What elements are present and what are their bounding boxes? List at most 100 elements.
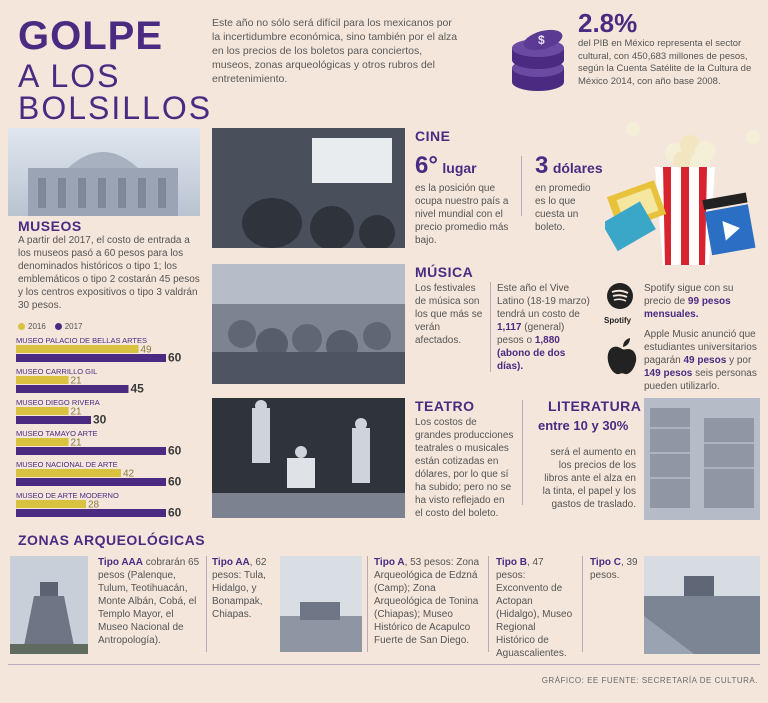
- zona-aa-label: Tipo AA: [212, 557, 250, 568]
- footer-source: GRÁFICO: EE FUENTE: SECRETARÍA DE CULTUR…: [541, 676, 758, 685]
- bar-2017: [16, 478, 166, 486]
- cine-stat2-big: 3: [535, 152, 549, 179]
- bar-2016: [16, 407, 69, 415]
- vive-latino-mid: (general) pesos o: [497, 322, 565, 346]
- divider: [582, 556, 583, 652]
- divider: [488, 556, 489, 652]
- bar-2017: [16, 385, 129, 393]
- zona-aaa-label: Tipo AAA: [98, 557, 143, 568]
- zona-aaa: Tipo AAA cobrarán 65 pesos (Palenque, Tu…: [98, 556, 200, 647]
- theater-photo: [212, 398, 405, 518]
- bar-2016: [16, 469, 121, 477]
- cine-stat2-small: dólares: [552, 160, 603, 176]
- bar-2017: [16, 447, 166, 455]
- museum-photo: [8, 128, 200, 216]
- literatura-range: entre 10 y 30%: [538, 418, 629, 433]
- vive-latino-text: Este año el Vive Latino (18-19 marzo) te…: [497, 282, 592, 373]
- divider: [206, 556, 207, 652]
- apple-pre: Apple Music anunció que estudiantes univ…: [644, 329, 757, 366]
- bar-category-label: MUSEO DE ARTE MODERNO: [16, 491, 119, 500]
- zona-aaa-text: cobrarán 65 pesos (Palenque, Tulum, Teot…: [98, 557, 200, 646]
- title-line-2: A LOS: [18, 58, 121, 94]
- musica-title: MÚSICA: [415, 264, 474, 280]
- bar-value-label: 21: [71, 407, 83, 418]
- literatura-text: será el aumento en los precios de los li…: [542, 447, 636, 510]
- bar-value-label: 42: [123, 469, 135, 480]
- zona-b: Tipo B, 47 pesos: Exconvento de Actopan …: [496, 556, 574, 660]
- bar-category-label: MUSEO DIEGO RIVERA: [16, 398, 100, 407]
- legend-dot-2017: [54, 323, 62, 331]
- teatro-title: TEATRO: [415, 398, 475, 414]
- zona-b-text: , 47 pesos: Exconvento de Actopan (Hidal…: [496, 557, 573, 659]
- zona-c-text: , 39 pesos.: [590, 557, 638, 581]
- svg-text:$: $: [538, 33, 545, 47]
- coins-icon: $: [512, 29, 564, 91]
- bar-category-label: MUSEO CARRILLO GIL: [16, 367, 97, 376]
- intro-text: Este año no sólo será difícil para los m…: [212, 17, 458, 85]
- cine-stat1: 6° lugar: [415, 152, 477, 180]
- zonas-title: ZONAS ARQUEOLÓGICAS: [18, 532, 206, 548]
- divider: [490, 282, 491, 372]
- divider: [367, 556, 368, 652]
- legend-2016: 2016: [28, 322, 46, 331]
- apple-mid: y por: [729, 355, 752, 366]
- teatro-text: Los costos de grandes producciones teatr…: [415, 417, 514, 519]
- bar-2017: [16, 509, 166, 517]
- zona-b-label: Tipo B: [496, 557, 527, 568]
- bar-2016: [16, 500, 86, 508]
- bar-2016: [16, 345, 139, 353]
- bar-value-label: 49: [141, 345, 153, 356]
- zona-aa: Tipo AA, 62 pesos: Tula, Hidalgo, y Bona…: [212, 556, 274, 621]
- zona-a-text: , 53 pesos: Zona Arqueológica de Edzná (…: [374, 557, 480, 646]
- pib-text: del PIB en México representa el sector c…: [578, 38, 752, 87]
- vive-latino-general: 1,117: [497, 322, 522, 333]
- cine-stat1-text: es la posición que ocupa nuestro país a …: [415, 183, 509, 246]
- spotify-logo-text: Spotify: [604, 316, 632, 325]
- divider: [521, 156, 522, 216]
- bar-2017: [16, 416, 91, 424]
- musica-text: Los festivales de música son los que más…: [415, 283, 483, 346]
- bar-value-label: 28: [88, 500, 100, 511]
- bar-value-label: 30: [93, 413, 107, 427]
- spotify-text: Spotify sigue con su precio de 99 pesos …: [644, 282, 762, 321]
- bar-value-label: 60: [168, 506, 182, 520]
- literatura-title: LITERATURA: [548, 398, 642, 414]
- divider: [522, 400, 523, 505]
- pyramid-photo: [10, 556, 88, 654]
- apple-price-1: 49 pesos: [683, 355, 727, 366]
- bar-2016: [16, 438, 69, 446]
- concert-photo: [212, 264, 405, 384]
- ruins-photo: [280, 556, 362, 652]
- bar-value-label: 60: [168, 475, 182, 489]
- popcorn-icon: [605, 122, 760, 265]
- apple-music-text: Apple Music anunció que estudiantes univ…: [644, 328, 762, 393]
- cinema-photo: [212, 128, 405, 251]
- bar-value-label: 21: [71, 438, 83, 449]
- bar-value-label: 45: [131, 382, 145, 396]
- bar-value-label: 21: [71, 376, 83, 387]
- bar-2017: [16, 354, 166, 362]
- cine-stat1-big: 6°: [415, 152, 438, 179]
- cine-title: CINE: [415, 128, 451, 144]
- cine-stat2: 3 dólares: [535, 152, 603, 180]
- museos-text: A partir del 2017, el costo de entrada a…: [18, 235, 200, 311]
- zona-a-label: Tipo A: [374, 557, 405, 568]
- title-line-3: BOLSILLOS: [18, 90, 213, 126]
- museos-title: MUSEOS: [18, 218, 82, 234]
- cine-stat1-small: lugar: [442, 160, 477, 176]
- apple-post: seis personas pueden utilizarlo.: [644, 368, 757, 392]
- bar-category-label: MUSEO TAMAYO ARTE: [16, 429, 98, 438]
- zona-aa-text: , 62 pesos: Tula, Hidalgo, y Bonampak, C…: [212, 557, 267, 620]
- bar-value-label: 60: [168, 351, 182, 365]
- zona-c-label: Tipo C: [590, 557, 621, 568]
- legend-2017: 2017: [64, 322, 83, 331]
- spotify-price: 99 pesos mensuales.: [644, 296, 731, 320]
- spotify-icon: [607, 283, 633, 309]
- coast-ruins-photo: [644, 556, 760, 654]
- footer-divider: [8, 664, 760, 665]
- chart-legend: 2016 2017: [18, 322, 82, 331]
- bar-category-label: MUSEO NACIONAL DE ARTE: [16, 460, 118, 469]
- spotify-pre: Spotify sigue con su precio de: [644, 283, 734, 307]
- apple-icon: [607, 338, 637, 375]
